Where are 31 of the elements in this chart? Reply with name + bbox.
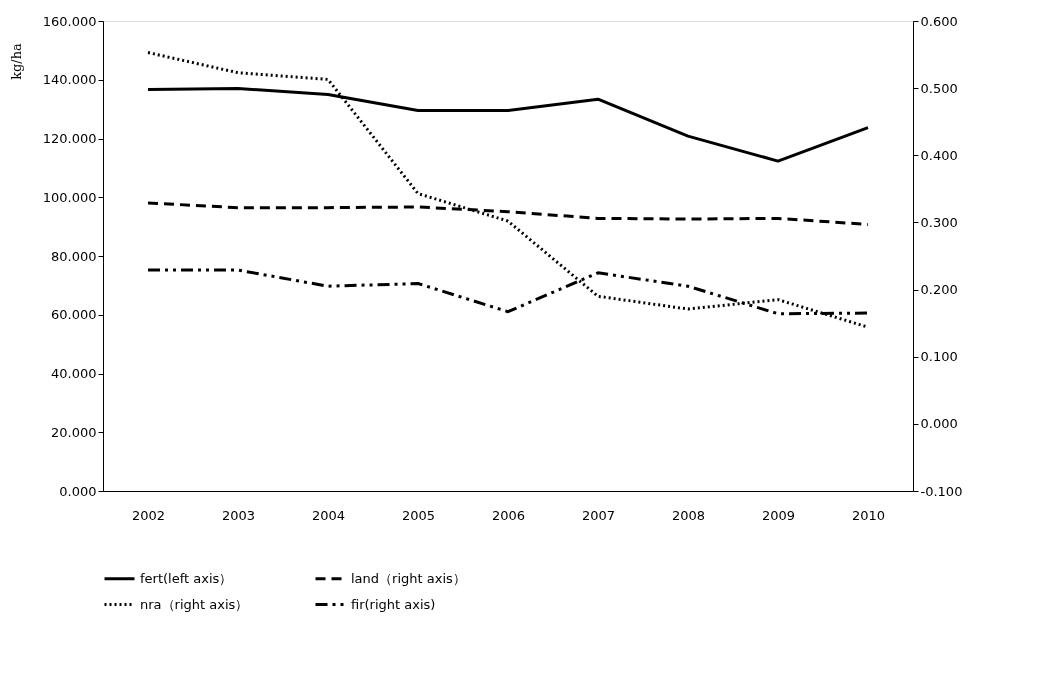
x-tick-label: 2008 (671, 507, 706, 523)
y-tick-label: 140.000 (42, 72, 97, 88)
y2-tick-label: 0.200 (920, 282, 958, 298)
y2-tick-label: 0.300 (920, 214, 958, 230)
y-tick-label: 120.000 (42, 131, 97, 146)
x-tick-label: 2009 (761, 507, 796, 523)
x-tick-label: 2010 (851, 507, 886, 523)
x-tick-label: 2002 (131, 507, 166, 523)
y-tick-label: 20.000 (51, 424, 97, 440)
legend-label: nra（right axis） (140, 596, 249, 612)
y2-tick-label: 0.500 (920, 80, 958, 96)
y-tick-label: 0.000 (59, 483, 97, 499)
x-tick-label: 2006 (491, 507, 526, 523)
x-tick-label: 2004 (311, 507, 346, 523)
y-tick-label: 60.000 (51, 307, 97, 323)
legend-label: fert(left axis） (140, 570, 233, 586)
x-tick-label: 2007 (581, 507, 616, 523)
y2-tick-label: 0.000 (920, 416, 958, 432)
x-tick-label: 2005 (401, 507, 436, 523)
x-tick-label: 2003 (221, 507, 256, 523)
y2-tick-label: 0.100 (920, 349, 958, 365)
y-tick-label: 40.000 (51, 366, 97, 381)
legend-label: land（right axis） (351, 570, 466, 586)
y-tick-label: 160.000 (42, 13, 97, 29)
y-axis-title: kg/ha (8, 42, 24, 80)
legend-label: fir(right axis) (351, 596, 436, 612)
y2-tick-label: -0.100 (920, 483, 963, 499)
y2-tick-label: 0.400 (920, 147, 958, 163)
y-tick-label: 100.000 (42, 189, 97, 205)
y-tick-label: 80.000 (51, 248, 97, 264)
y2-tick-label: 0.600 (920, 13, 958, 29)
